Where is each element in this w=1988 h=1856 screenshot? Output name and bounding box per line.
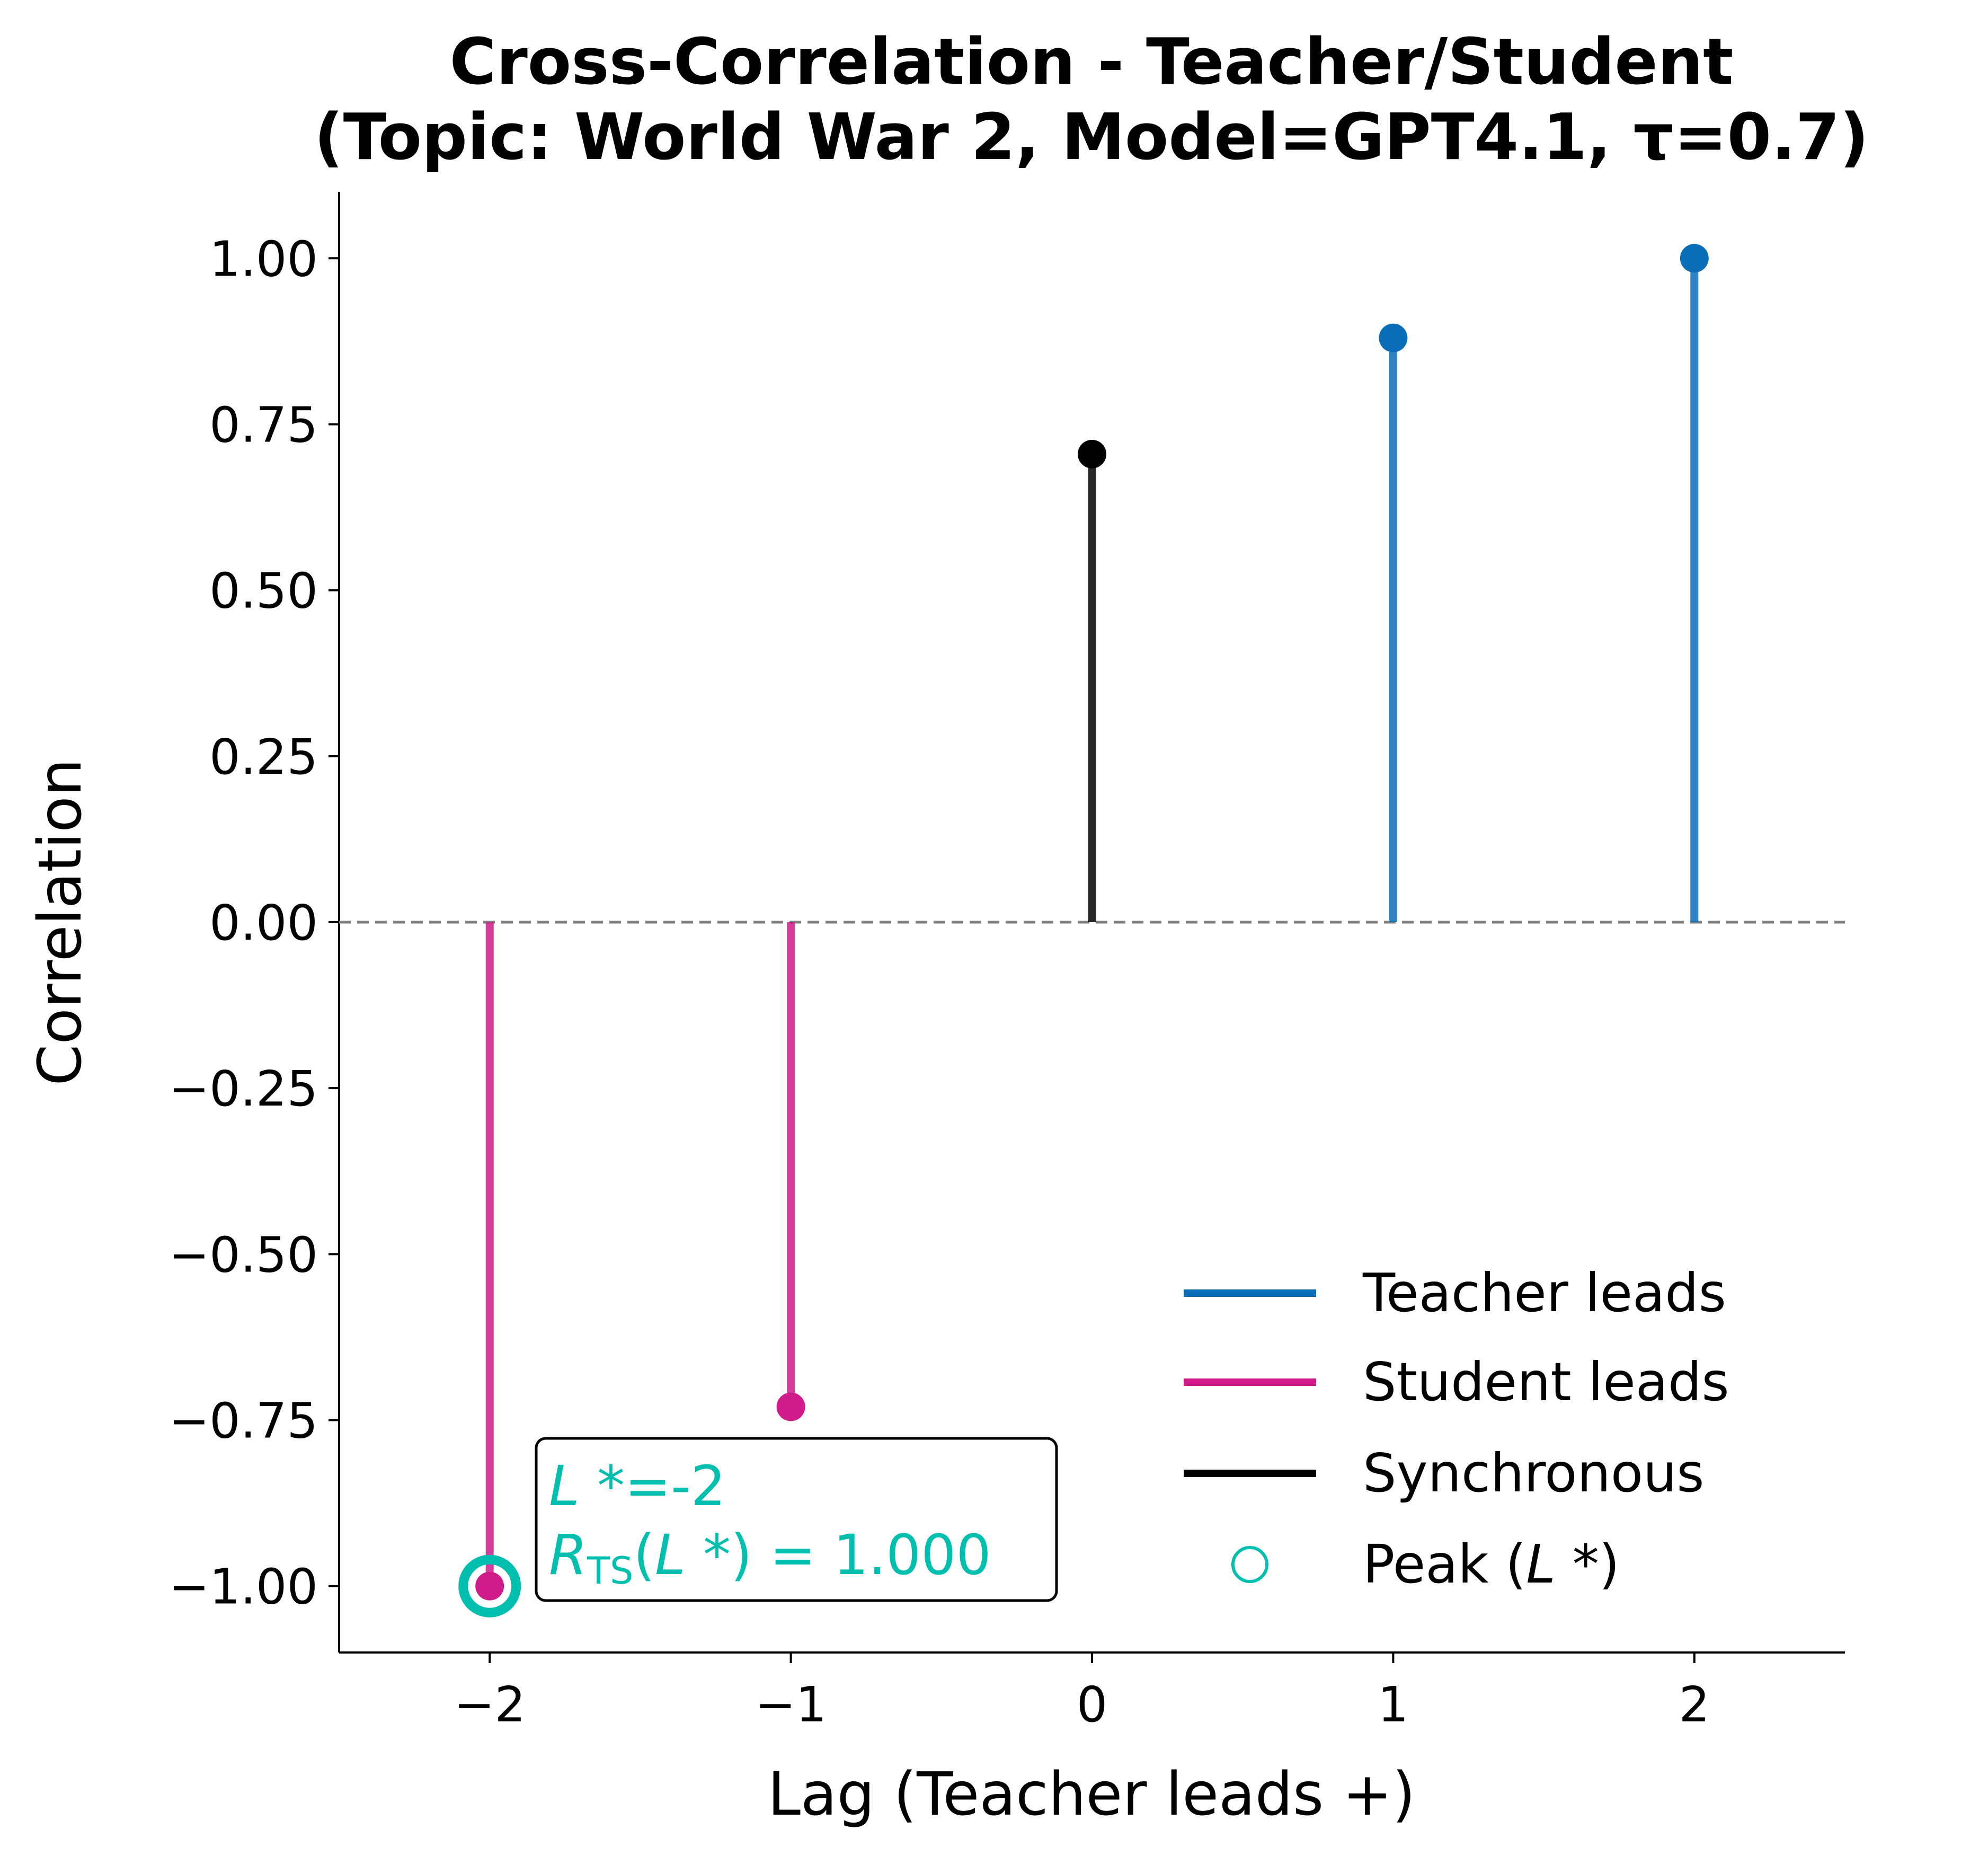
annotation-lstar-symbol: L * [549,1454,625,1518]
annotation-r-symbol: R [549,1523,587,1587]
chart-title-line-2: (Topic: World War 2, Model=GPT4.1, τ=0.7… [314,101,1869,174]
stem-marker [1680,244,1709,273]
stem-marker [776,1392,805,1421]
legend-peak-suffix: ) [1599,1533,1620,1595]
annotation-lstar-value: =-2 [625,1454,726,1518]
x-axis-label: Lag (Teacher leads +) [768,1760,1416,1829]
stem-marker [1379,323,1408,352]
x-tick-label: 1 [1378,1676,1409,1733]
peak-marker [458,1554,521,1618]
stem-series [475,244,1709,1601]
annotation-open-paren: ( [633,1523,655,1587]
x-axis-ticks: −2 −1 0 1 2 [454,1652,1710,1733]
y-tick-label: 0.50 [209,563,318,620]
peak-marker-group [458,1554,521,1618]
annotation-r-subscript: TS [587,1549,633,1593]
annotation-r-value: ) = 1.000 [731,1523,991,1587]
x-tick-label: 2 [1679,1676,1710,1733]
y-tick-label: −0.25 [168,1060,318,1117]
x-tick-label: 0 [1077,1676,1108,1733]
legend-label-teacher: Teacher leads [1362,1262,1726,1324]
x-tick-label: −2 [454,1676,526,1733]
legend-peak-symbol: L * [1526,1533,1599,1595]
chart-legend: Teacher leads Student leads Synchronous … [1184,1262,1729,1595]
legend-label-student: Student leads [1363,1351,1729,1413]
y-tick-label: −0.50 [168,1226,318,1283]
chart-title-line-1: Cross-Correlation - Teacher/Student [450,25,1734,99]
peak-annotation: L *=-2 RTS(L *) = 1.000 [535,1437,1058,1602]
y-axis-label: Correlation [26,758,95,1086]
legend-label-peak: Peak (L *) [1363,1533,1620,1595]
stem-marker [1078,439,1106,469]
y-tick-label: 0.25 [209,729,318,785]
x-tick-label: −1 [755,1676,827,1733]
stem-marker [475,1571,504,1601]
annotation-box [535,1437,1058,1602]
y-tick-label: 0.00 [209,895,318,951]
annotation-line-1: L *=-2 [549,1454,726,1518]
y-tick-label: −1.00 [168,1559,318,1615]
legend-peak-prefix: Peak ( [1363,1533,1526,1595]
legend-label-synchronous: Synchronous [1363,1442,1705,1504]
y-tick-label: −0.75 [168,1393,318,1450]
legend-swatch-peak [1231,1546,1268,1583]
annotation-line-2: RTS(L *) = 1.000 [549,1523,991,1593]
y-axis-ticks: 1.00 0.75 0.50 0.25 0.00 −0.25 −0.50 −0.75 −1.00 [168,231,339,1615]
annotation-lstar-symbol-2: L * [655,1523,731,1587]
y-tick-label: 1.00 [209,231,318,287]
y-tick-label: 0.75 [209,396,318,453]
